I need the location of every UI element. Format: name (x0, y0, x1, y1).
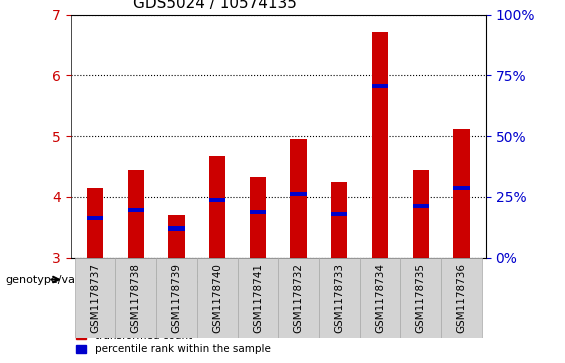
Text: control: control (360, 274, 399, 285)
Bar (168, 215, 185, 258)
Bar (87, 188, 103, 258)
Text: GSM1178736: GSM1178736 (457, 263, 467, 333)
Bar (209, 198, 225, 202)
Bar (360, 258, 401, 338)
Bar (372, 32, 388, 258)
Bar (75, 258, 115, 338)
Bar (115, 258, 156, 338)
Bar (279, 263, 482, 296)
Bar (331, 182, 347, 258)
Bar (441, 258, 482, 338)
Text: genotype/variation: genotype/variation (6, 274, 112, 285)
Bar (401, 258, 441, 338)
Bar (209, 156, 225, 258)
Text: GSM1178732: GSM1178732 (294, 263, 303, 333)
Text: GSM1178739: GSM1178739 (172, 263, 181, 333)
Text: GSM1178741: GSM1178741 (253, 263, 263, 333)
Text: GSM1178740: GSM1178740 (212, 263, 222, 333)
Bar (290, 192, 307, 196)
Text: GSM1178738: GSM1178738 (131, 263, 141, 333)
Bar (197, 258, 237, 338)
Bar (319, 258, 360, 338)
Text: GSM1178733: GSM1178733 (334, 263, 344, 333)
Text: GSM1178737: GSM1178737 (90, 263, 100, 333)
Bar (168, 227, 185, 231)
Bar (128, 170, 144, 258)
Bar (331, 212, 347, 216)
Bar (372, 84, 388, 89)
Bar (412, 204, 429, 208)
Bar (250, 178, 266, 258)
Bar (237, 258, 279, 338)
Text: GSM1178735: GSM1178735 (416, 263, 426, 333)
Bar (453, 186, 470, 190)
Bar (290, 139, 307, 258)
Text: GDS5024 / 10574135: GDS5024 / 10574135 (133, 0, 297, 11)
Bar (75, 263, 279, 296)
Bar (87, 216, 103, 220)
Text: Scl-tTA::TRE-BCR/ABL: Scl-tTA::TRE-BCR/ABL (117, 274, 236, 285)
Bar (156, 258, 197, 338)
Bar (128, 208, 144, 212)
Text: GSM1178734: GSM1178734 (375, 263, 385, 333)
Bar (250, 210, 266, 214)
Bar (412, 170, 429, 258)
Bar (453, 129, 470, 258)
Bar (279, 258, 319, 338)
Legend: transformed count, percentile rank within the sample: transformed count, percentile rank withi… (76, 331, 271, 354)
